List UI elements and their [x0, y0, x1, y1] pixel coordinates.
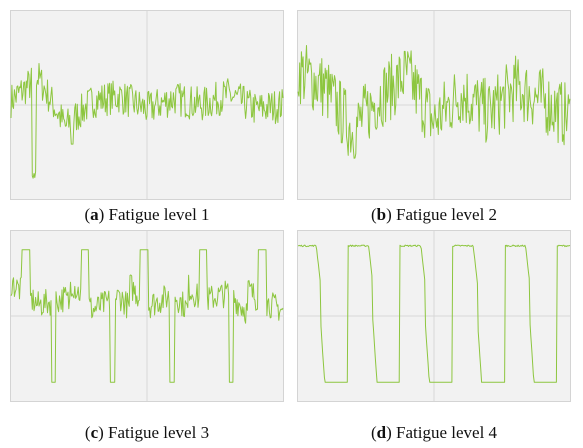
- chart-panel-a: [10, 10, 284, 200]
- caption-text-d: Fatigue level 4: [396, 423, 498, 442]
- series-line: [10, 63, 284, 179]
- chart-panel-c: [10, 230, 284, 402]
- chart-panel-b: [297, 10, 571, 200]
- caption-d: (d) Fatigue level 4: [370, 423, 498, 442]
- caption-letter-b: b: [376, 205, 387, 224]
- series-line: [10, 249, 284, 383]
- chart-svg-c: [10, 230, 284, 402]
- caption-b: (b) Fatigue level 2: [370, 205, 498, 224]
- chart-svg-d: [297, 230, 571, 402]
- chart-svg-a: [10, 10, 284, 200]
- series-line: [297, 244, 571, 383]
- caption-text-c: Fatigue level 3: [108, 423, 210, 442]
- caption-a: (a) Fatigue level 1: [84, 205, 210, 224]
- caption-letter-c: c: [90, 423, 99, 442]
- series-line: [297, 45, 571, 159]
- caption-text-b: Fatigue level 2: [396, 205, 498, 224]
- caption-letter-d: d: [376, 423, 387, 442]
- caption-c: (c) Fatigue level 3: [84, 423, 210, 442]
- chart-panel-d: [297, 230, 571, 402]
- chart-svg-b: [297, 10, 571, 200]
- caption-letter-a: a: [90, 205, 99, 224]
- caption-text-a: Fatigue level 1: [108, 205, 210, 224]
